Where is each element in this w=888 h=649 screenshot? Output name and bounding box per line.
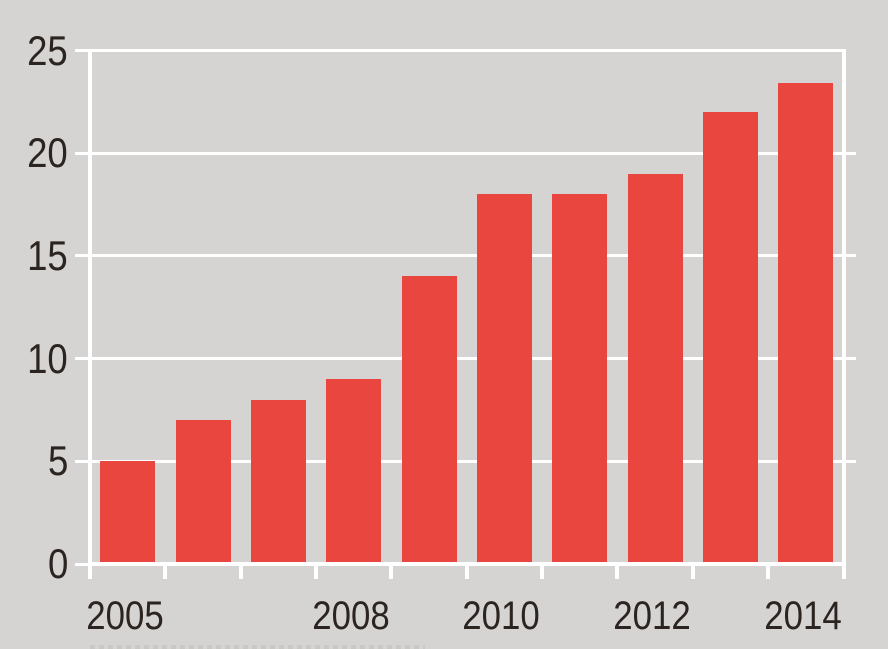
y-tick-left-10 xyxy=(75,357,90,361)
gridline-5 xyxy=(90,459,844,463)
bar-2011 xyxy=(552,194,608,563)
gridline-15 xyxy=(90,254,844,258)
y-axis-tick-label-5: 5 xyxy=(47,437,68,485)
y-tick-right-20 xyxy=(843,151,856,155)
x-boundary-tick-1 xyxy=(163,566,168,579)
y-tick-left-20 xyxy=(75,151,90,155)
y-axis-tick-label-15: 15 xyxy=(27,231,68,279)
x-axis-tick-label-2012: 2012 xyxy=(613,594,691,638)
bar-2006 xyxy=(175,420,231,563)
y-tick-right-15 xyxy=(843,254,856,258)
x-boundary-tick-6 xyxy=(540,566,545,579)
y-tick-left-5 xyxy=(75,459,90,463)
gridline-20 xyxy=(90,151,844,155)
x-axis-tick-label-2014: 2014 xyxy=(764,594,842,638)
x-boundary-tick-2 xyxy=(238,566,243,579)
cropped-caption-remnant xyxy=(90,645,425,649)
bar-2012 xyxy=(627,173,683,563)
bar-2010 xyxy=(476,194,532,563)
x-boundary-tick-9 xyxy=(766,566,771,579)
x-boundary-tick-8 xyxy=(690,566,695,579)
y-axis-tick-label-25: 25 xyxy=(27,26,68,74)
x-axis-tick-label-2008: 2008 xyxy=(312,594,390,638)
y-axis-tick-label-20: 20 xyxy=(27,129,68,177)
y-tick-left-0 xyxy=(75,562,90,566)
y-tick-right-5 xyxy=(843,459,856,463)
right-frame-line xyxy=(841,49,846,579)
bar-2009 xyxy=(401,276,457,563)
x-axis-tick-label-2010: 2010 xyxy=(462,594,541,638)
y-tick-left-15 xyxy=(75,254,90,258)
y-tick-left-25 xyxy=(75,49,90,52)
y-axis-line xyxy=(88,49,92,579)
bar-2008 xyxy=(326,379,382,563)
x-boundary-tick-4 xyxy=(389,566,394,579)
bar-2014 xyxy=(778,83,834,563)
gridline-10 xyxy=(90,357,844,361)
gridline-25 xyxy=(90,49,844,52)
bar-2013 xyxy=(702,112,758,563)
y-tick-right-10 xyxy=(843,357,856,361)
y-axis-tick-label-10: 10 xyxy=(27,334,68,382)
y-axis-tick-label-0: 0 xyxy=(47,540,68,587)
bar-2007 xyxy=(250,399,306,563)
x-boundary-tick-5 xyxy=(464,566,469,579)
x-axis-baseline xyxy=(88,562,846,566)
x-boundary-tick-7 xyxy=(615,566,620,579)
x-axis-tick-label-2005: 2005 xyxy=(85,594,164,638)
x-boundary-tick-3 xyxy=(314,566,319,579)
bar-2005 xyxy=(100,461,156,563)
